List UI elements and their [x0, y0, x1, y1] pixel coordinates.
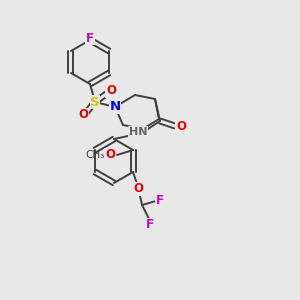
Text: O: O: [78, 109, 88, 122]
Text: O: O: [176, 119, 186, 133]
Text: O: O: [106, 85, 116, 98]
Text: O: O: [105, 148, 115, 161]
Text: F: F: [146, 218, 154, 232]
Text: HN: HN: [129, 127, 147, 137]
Text: S: S: [90, 95, 100, 109]
Text: N: N: [110, 100, 121, 113]
Text: O: O: [133, 182, 143, 196]
Text: F: F: [86, 32, 94, 44]
Text: CH₃: CH₃: [85, 150, 105, 160]
Text: F: F: [156, 194, 164, 208]
